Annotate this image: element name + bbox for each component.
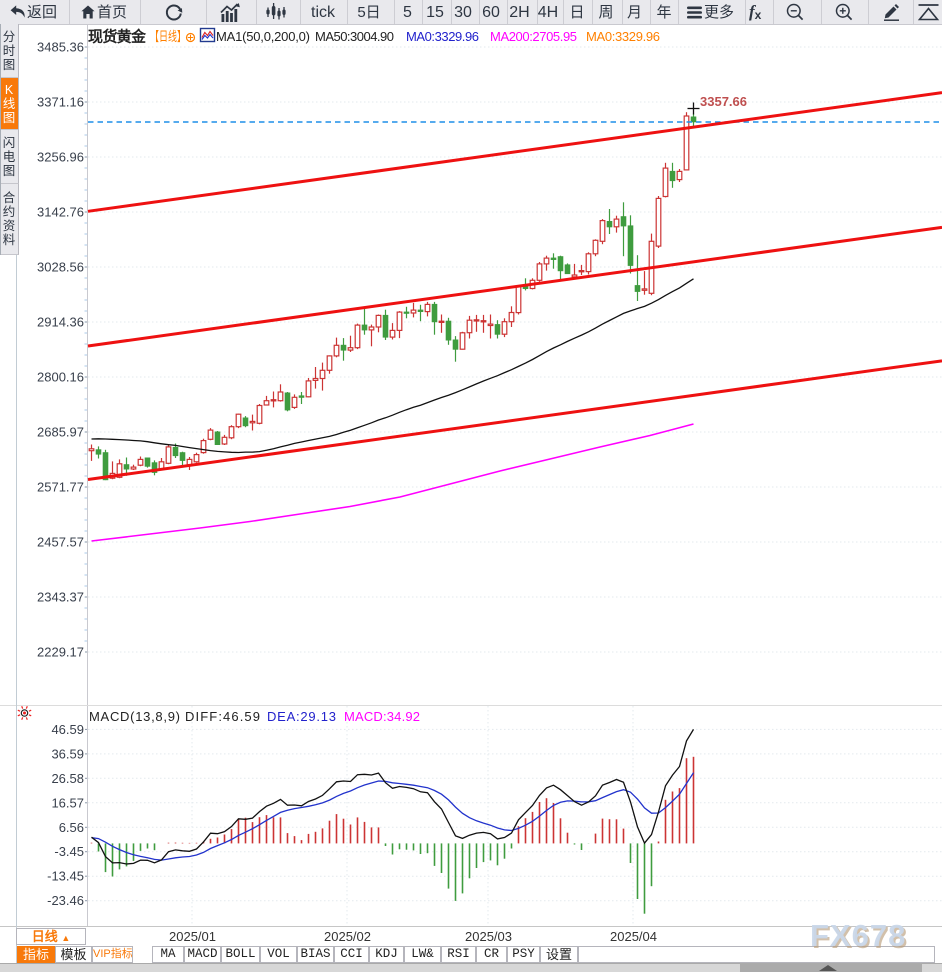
svg-text:3142.76: 3142.76 xyxy=(37,205,84,220)
svg-text:6.56: 6.56 xyxy=(59,820,84,835)
svg-text:3028.56: 3028.56 xyxy=(37,260,84,275)
svg-text:MACD:34.92: MACD:34.92 xyxy=(344,709,420,724)
svg-text:36.59: 36.59 xyxy=(51,746,84,761)
svg-text:DEA:29.13: DEA:29.13 xyxy=(267,709,336,724)
svg-text:2800.16: 2800.16 xyxy=(37,370,84,385)
svg-text:3485.36: 3485.36 xyxy=(37,40,84,55)
svg-text:2025/01: 2025/01 xyxy=(169,929,216,944)
svg-text:MA50:3004.90: MA50:3004.90 xyxy=(315,29,394,44)
svg-text:16.57: 16.57 xyxy=(51,795,84,810)
svg-text:2914.36: 2914.36 xyxy=(37,315,84,330)
svg-text:MA0:3329.96: MA0:3329.96 xyxy=(406,29,479,44)
svg-text:MACD(13,8,9): MACD(13,8,9) xyxy=(89,709,180,724)
svg-text:2571.77: 2571.77 xyxy=(37,480,84,495)
svg-text:2343.37: 2343.37 xyxy=(37,590,84,605)
svg-text:现货黄金: 现货黄金 xyxy=(88,28,147,46)
svg-text:-3.45: -3.45 xyxy=(54,844,84,859)
svg-text:MA1(50,0,200,0): MA1(50,0,200,0) xyxy=(216,29,310,44)
svg-text:DIFF:46.59: DIFF:46.59 xyxy=(185,709,260,724)
svg-text:-13.45: -13.45 xyxy=(47,869,84,884)
svg-text:3371.16: 3371.16 xyxy=(37,95,84,110)
svg-text:3357.66: 3357.66 xyxy=(700,94,747,109)
svg-text:2025/04: 2025/04 xyxy=(610,929,657,944)
svg-text:2457.57: 2457.57 xyxy=(37,535,84,550)
svg-text:2685.97: 2685.97 xyxy=(37,425,84,440)
svg-text:2025/02: 2025/02 xyxy=(324,929,371,944)
svg-text:2229.17: 2229.17 xyxy=(37,645,84,660)
svg-text:MA200:2705.95: MA200:2705.95 xyxy=(490,29,577,44)
svg-text:3256.96: 3256.96 xyxy=(37,150,84,165)
svg-text:46.59: 46.59 xyxy=(51,722,84,737)
svg-text:26.58: 26.58 xyxy=(51,771,84,786)
svg-text:MA0:3329.96: MA0:3329.96 xyxy=(586,29,660,44)
svg-text:2025/03: 2025/03 xyxy=(465,929,512,944)
svg-text:【日线】: 【日线】 xyxy=(150,29,186,44)
svg-text:-23.46: -23.46 xyxy=(47,893,84,908)
